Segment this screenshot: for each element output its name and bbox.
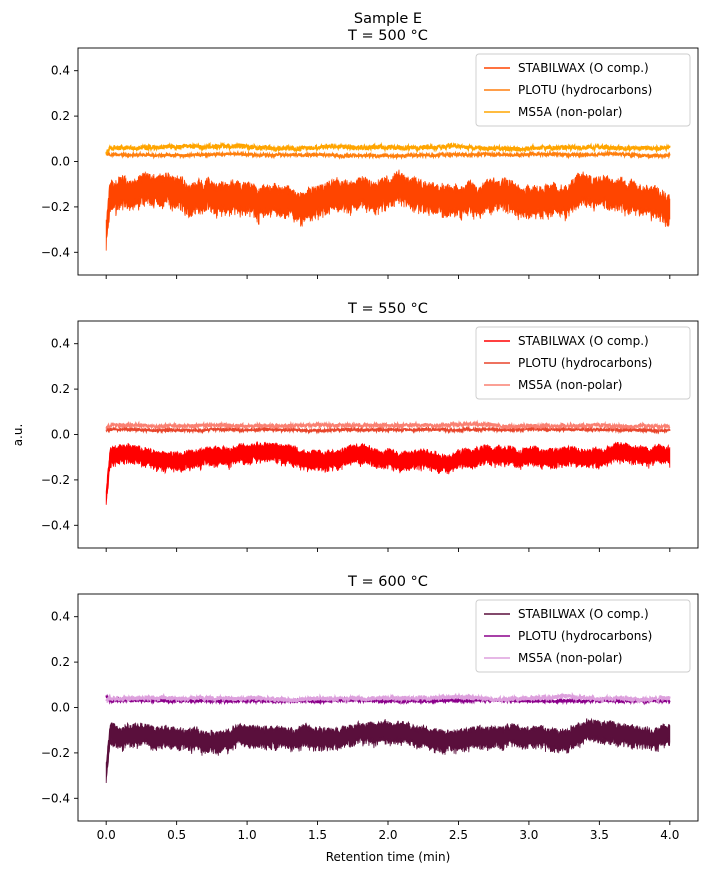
legend-label: STABILWAX (O comp.) (518, 334, 649, 348)
x-tick-label: 0.0 (97, 828, 116, 842)
series-line (105, 149, 671, 161)
y-tick-label: 0.2 (51, 382, 70, 396)
panel-3: T = 600 °C 0.4 0.2 0.0 −0.2 −0.4 0.0 0.5 1.0 1.5 2… (41, 574, 699, 842)
series-line (105, 691, 671, 705)
legend-label: PLOTU (hydrocarbons) (518, 83, 652, 97)
y-tick-label: 0.0 (51, 701, 70, 715)
series-line (105, 441, 671, 505)
x-tick-label: 4.0 (660, 828, 679, 842)
panel-2: T = 550 °C 0.4 0.2 0.0 −0.2 −0.4 STABILWAX (O … (41, 301, 699, 552)
y-tick-label: −0.4 (41, 245, 70, 259)
legend: STABILWAX (O comp.) PLOTU (hydrocarbons) M… (475, 599, 691, 673)
legend-box (475, 599, 691, 673)
panel-1: T = 500 °C 0.4 0.2 0.0 −0.2 −0.4 STABILWAX (O … (41, 28, 699, 279)
series-line (105, 141, 671, 157)
legend-label: MS5A (non-polar) (518, 105, 622, 119)
series-group (105, 141, 671, 251)
suptitle: Sample E (354, 11, 422, 27)
x-tick-label: 3.5 (590, 828, 609, 842)
y-tick-label: 0.2 (51, 109, 70, 123)
series-line (105, 717, 671, 784)
legend-label: PLOTU (hydrocarbons) (518, 356, 652, 370)
series-group (105, 419, 671, 505)
series-line (105, 419, 671, 432)
x-tick-label: 3.0 (519, 828, 538, 842)
panel-title: T = 550 °C (347, 301, 428, 317)
panels: T = 500 °C 0.4 0.2 0.0 −0.2 −0.4 STABILWAX (O … (41, 28, 699, 842)
y-tick-label: 0.0 (51, 155, 70, 169)
legend-label: PLOTU (hydrocarbons) (518, 629, 652, 643)
x-tick-label: 2.5 (449, 828, 468, 842)
legend-label: STABILWAX (O comp.) (518, 607, 649, 621)
y-tick-label: 0.0 (51, 428, 70, 442)
y-tick-label: 0.2 (51, 655, 70, 669)
x-tick-label: 2.0 (378, 828, 397, 842)
legend-label: STABILWAX (O comp.) (518, 61, 649, 75)
y-tick-label: −0.4 (41, 791, 70, 805)
legend: STABILWAX (O comp.) PLOTU (hydrocarbons) M… (475, 326, 691, 400)
legend-label: MS5A (non-polar) (518, 378, 622, 392)
series-group (105, 691, 671, 784)
y-tick-label: −0.2 (41, 746, 70, 760)
x-axis-label: Retention time (min) (326, 850, 451, 864)
series-line (105, 169, 671, 251)
y-tick-label: −0.2 (41, 200, 70, 214)
y-tick-label: −0.2 (41, 473, 70, 487)
x-tick-label: 0.5 (167, 828, 186, 842)
y-tick-label: 0.4 (51, 64, 70, 78)
series-line (105, 425, 671, 435)
x-tick-label: 1.0 (238, 828, 257, 842)
panel-title: T = 500 °C (347, 28, 428, 44)
panel-title: T = 600 °C (347, 574, 428, 590)
y-tick-label: 0.4 (51, 337, 70, 351)
y-tick-label: −0.4 (41, 518, 70, 532)
legend: STABILWAX (O comp.) PLOTU (hydrocarbons) M… (475, 53, 691, 127)
y-axis-label: a.u. (11, 424, 25, 447)
legend-box (475, 53, 691, 127)
legend-box (475, 326, 691, 400)
legend-label: MS5A (non-polar) (518, 651, 622, 665)
y-tick-label: 0.4 (51, 610, 70, 624)
x-tick-label: 1.5 (308, 828, 327, 842)
